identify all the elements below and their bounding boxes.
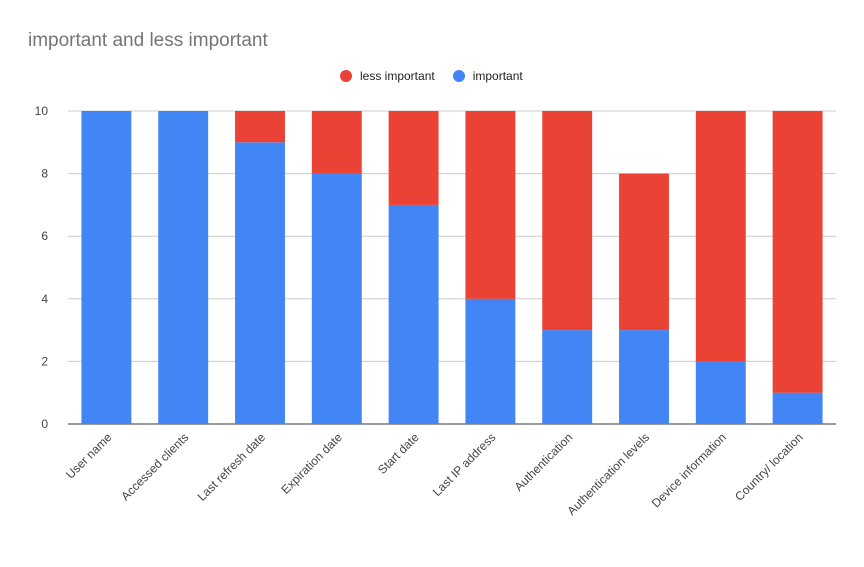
bar-less-important-8 <box>695 111 746 362</box>
x-tick-label-7: Authentication levels <box>564 430 652 518</box>
bar-important-4 <box>388 204 439 424</box>
y-tick-label-8: 8 <box>41 167 48 181</box>
y-tick-label-4: 4 <box>41 292 48 306</box>
bar-less-important-3 <box>311 111 362 174</box>
bar-less-important-9 <box>772 111 823 393</box>
chart-title: important and less important <box>28 30 268 51</box>
bar-important-6 <box>542 330 593 424</box>
x-tick-label-9: Country/ location <box>732 430 806 504</box>
bar-important-1 <box>158 111 209 424</box>
bar-less-important-5 <box>465 111 516 299</box>
x-tick-label-5: Last IP address <box>430 430 499 499</box>
bar-important-3 <box>311 173 362 424</box>
y-tick-label-0: 0 <box>41 417 48 431</box>
legend-label-less-important: less important <box>360 69 435 83</box>
x-tick-label-3: Expiration date <box>278 430 345 497</box>
bar-less-important-4 <box>388 111 439 205</box>
x-tick-label-4: Start date <box>375 430 422 477</box>
x-tick-label-1: Accessed clients <box>118 430 191 503</box>
x-tick-label-2: Last refresh date <box>195 430 269 504</box>
y-tick-label-10: 10 <box>35 104 49 118</box>
bar-important-0 <box>81 111 132 424</box>
bar-important-2 <box>235 142 285 425</box>
bar-important-8 <box>695 361 746 424</box>
bar-important-9 <box>772 392 823 424</box>
x-tick-label-6: Authentication <box>512 430 576 494</box>
legend-swatch-important <box>452 70 465 82</box>
x-tick-label-0: User name <box>63 430 115 482</box>
bar-important-7 <box>619 330 669 424</box>
bar-less-important-6 <box>542 111 593 331</box>
bar-less-important-7 <box>619 173 669 331</box>
y-tick-label-6: 6 <box>41 229 48 243</box>
legend-item-less-important: less important <box>340 69 435 83</box>
y-tick-label-2: 2 <box>41 354 48 368</box>
legend: less important important <box>340 69 541 83</box>
legend-item-important: important <box>452 69 523 83</box>
legend-label-important: important <box>472 69 523 83</box>
bar-less-important-2 <box>235 111 285 143</box>
bar-important-5 <box>465 298 516 424</box>
legend-swatch-less-important <box>340 70 352 82</box>
x-tick-label-8: Device information <box>649 430 729 510</box>
